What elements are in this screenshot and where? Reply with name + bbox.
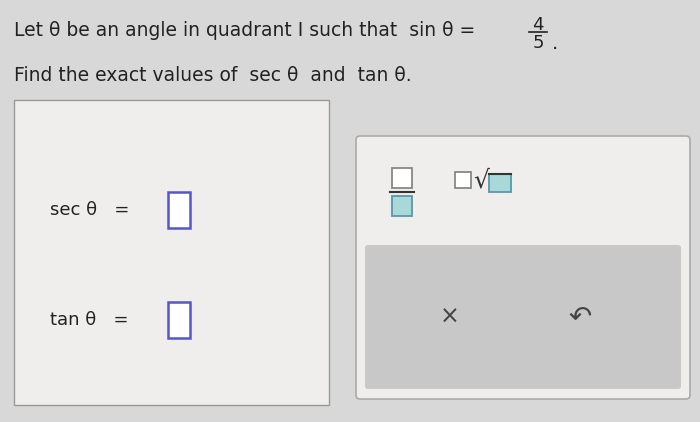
Text: .: . xyxy=(552,34,559,53)
Text: Find the exact values of  sec θ  and  tan θ.: Find the exact values of sec θ and tan θ… xyxy=(14,65,412,84)
Text: 4: 4 xyxy=(532,16,544,34)
Bar xyxy=(392,168,412,188)
Text: Let θ be an angle in quadrant I such that  sin θ =: Let θ be an angle in quadrant I such tha… xyxy=(14,21,482,40)
FancyBboxPatch shape xyxy=(168,302,190,338)
FancyBboxPatch shape xyxy=(365,245,681,389)
FancyBboxPatch shape xyxy=(14,100,329,405)
Text: √: √ xyxy=(473,168,489,192)
FancyBboxPatch shape xyxy=(168,192,190,228)
Text: 5: 5 xyxy=(532,34,544,52)
Text: tan θ   =: tan θ = xyxy=(50,311,129,329)
Text: sec θ   =: sec θ = xyxy=(50,201,130,219)
Bar xyxy=(455,172,471,188)
Bar xyxy=(489,174,511,192)
Bar xyxy=(392,196,412,216)
Text: ↶: ↶ xyxy=(568,303,592,331)
FancyBboxPatch shape xyxy=(356,136,690,399)
Text: ×: × xyxy=(440,305,460,329)
